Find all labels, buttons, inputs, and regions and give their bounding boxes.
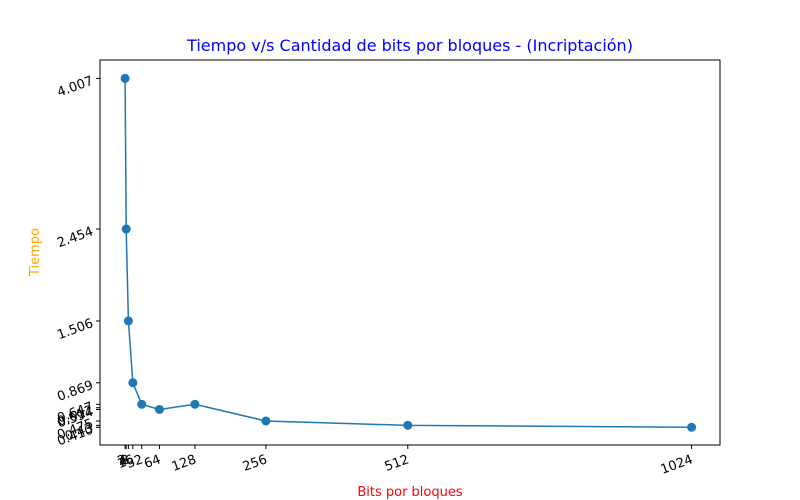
plot-area bbox=[99, 59, 721, 446]
series-group bbox=[120, 73, 697, 432]
data-point bbox=[190, 399, 200, 409]
x-axis-label: Bits por bloques bbox=[357, 485, 463, 500]
x-tick-label: 32 bbox=[124, 452, 145, 472]
data-point bbox=[403, 420, 413, 430]
data-point bbox=[120, 73, 130, 83]
y-axis-label: Tiempo bbox=[28, 228, 43, 277]
data-point bbox=[121, 224, 131, 234]
data-point bbox=[123, 316, 133, 326]
x-tick-label: 16 bbox=[116, 452, 137, 472]
data-point bbox=[687, 422, 697, 432]
plot-frame bbox=[99, 59, 721, 446]
chart-title: Tiempo v/s Cantidad de bits por bloques … bbox=[186, 36, 633, 55]
data-point bbox=[137, 399, 147, 409]
data-point bbox=[128, 378, 138, 388]
data-point bbox=[261, 416, 271, 426]
series-line bbox=[124, 78, 692, 429]
x-tick-label: 64 bbox=[142, 452, 163, 472]
data-point bbox=[154, 404, 164, 414]
